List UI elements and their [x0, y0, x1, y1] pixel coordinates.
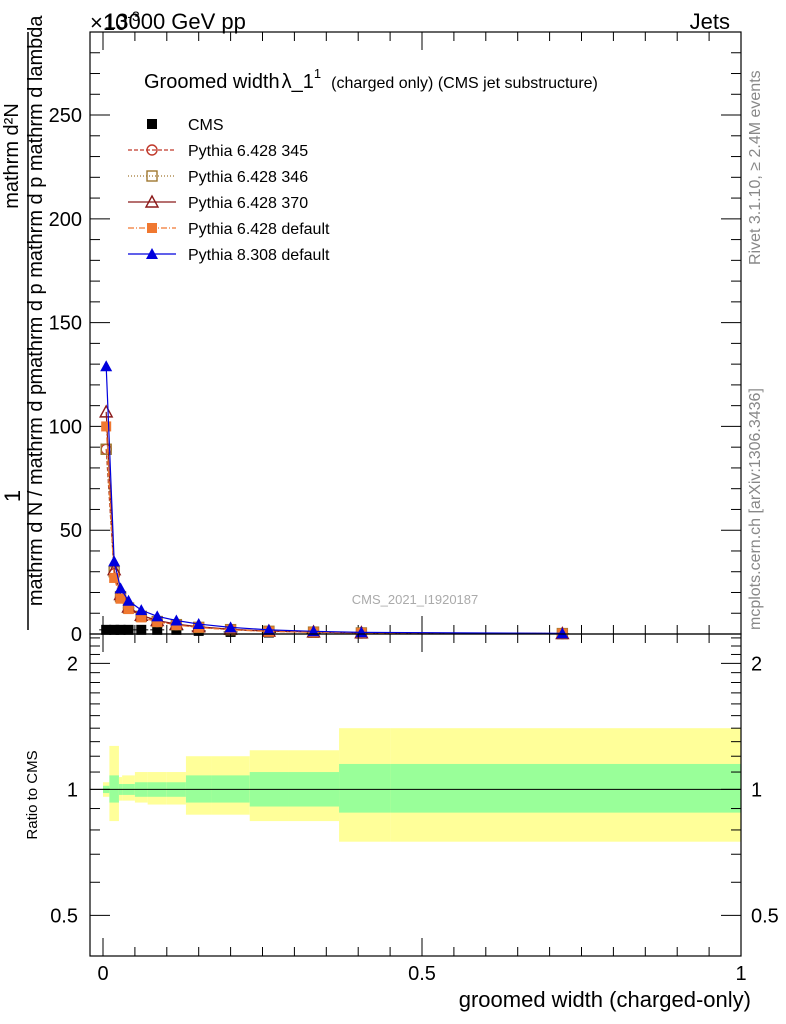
ratio-y-tick-label-left: 0.5	[50, 905, 78, 927]
series-point	[114, 582, 127, 594]
exponent-power: -3	[127, 8, 140, 24]
x-tick-labels: 0 0.5 1	[97, 963, 746, 985]
analysis-watermark: CMS_2021_I1920187	[352, 592, 479, 607]
series-point	[192, 618, 205, 630]
legend-item: Pythia 6.428 346	[128, 169, 308, 186]
series-point	[556, 627, 569, 639]
x-tick-label: 0.5	[408, 963, 436, 985]
legend-label: Pythia 6.428 346	[188, 169, 308, 186]
series-point	[109, 572, 120, 583]
ylabel-numerator-1: 1	[0, 490, 25, 502]
exponent-label: ×10-3	[90, 8, 140, 35]
series-point	[136, 612, 147, 623]
series-point	[151, 610, 164, 622]
y-tick-label: 150	[49, 313, 82, 335]
legend-label: Pythia 8.308 default	[188, 247, 330, 264]
series-point	[101, 421, 112, 432]
series-line	[105, 449, 563, 635]
ylabel-numerator-2: mathrm d²N	[1, 103, 23, 209]
legend: CMS Pythia 6.428 345 Pythia 6.428 346 Pythi…	[128, 117, 330, 264]
main-y-axis-label: 1 mathrm d N / mathrm d p mathrm d²N mat…	[0, 15, 47, 630]
series-4	[101, 421, 568, 639]
ratio-axis-ticks	[90, 634, 742, 956]
chart-title: Groomed width λ_11(charged only) (CMS jet…	[144, 66, 598, 93]
rivet-label: Rivet 3.1.10, ≥ 2.4M events	[747, 70, 764, 265]
series-line	[105, 411, 563, 635]
legend-marker	[144, 194, 160, 208]
legend-marker	[147, 223, 157, 233]
series-2	[100, 443, 569, 640]
series-line	[105, 366, 563, 634]
x-tick-label: 0	[97, 963, 108, 985]
legend-label: CMS	[188, 117, 224, 134]
y-tick-label: 250	[49, 105, 82, 127]
ratio-bands	[103, 728, 741, 842]
legend-item: Pythia 6.428 default	[128, 221, 330, 238]
data-point	[136, 624, 147, 635]
series-line	[105, 449, 563, 635]
ratio-y-tick-label-right: 1	[751, 779, 762, 801]
ratio-plot-frame	[89, 633, 742, 957]
data-point	[152, 624, 163, 635]
series-point	[122, 594, 135, 606]
legend-item: Pythia 8.308 default	[128, 247, 330, 264]
series-point	[262, 623, 275, 635]
series-point	[170, 614, 183, 626]
y-tick-label: 100	[49, 416, 82, 438]
legend-label: Pythia 6.428 370	[188, 195, 308, 212]
ratio-y-tick-labels: 0.5 0.5 1 1 2 2	[50, 653, 779, 927]
ratio-y-tick-label-left: 1	[67, 779, 78, 801]
legend-item: CMS	[147, 117, 224, 134]
main-y-tick-labels: 0 50 100 150 200 250	[49, 105, 82, 646]
ratio-y-axis-label: Ratio to CMS	[24, 750, 41, 839]
data-point	[123, 624, 134, 635]
legend-label: Pythia 6.428 345	[188, 143, 308, 160]
x-tick-label: 1	[735, 963, 746, 985]
ratio-y-tick-label-left: 2	[67, 653, 78, 675]
series-1	[100, 443, 569, 640]
series-point	[99, 404, 114, 418]
series-point	[115, 593, 126, 604]
series-line	[105, 426, 563, 635]
series-point	[123, 604, 134, 615]
series-5	[100, 360, 569, 639]
series-point	[100, 443, 112, 455]
ylabel-denominator-1: mathrm d N / mathrm d p	[25, 384, 47, 606]
series-layer	[99, 360, 570, 640]
series-point	[224, 621, 237, 633]
series-point	[100, 360, 113, 372]
ratio-inner-band	[339, 763, 391, 813]
legend-label: Pythia 6.428 default	[188, 221, 330, 238]
ratio-y-tick-label-right: 0.5	[751, 905, 779, 927]
ratio-inner-band	[390, 763, 741, 813]
legend-marker	[147, 119, 157, 129]
process-label: Jets	[690, 9, 730, 34]
y-tick-label: 0	[71, 624, 82, 646]
y-tick-label: 50	[60, 520, 82, 542]
series-3	[99, 404, 570, 640]
energy-label: 13000 GeV pp	[104, 9, 246, 34]
legend-marker	[146, 248, 158, 259]
y-tick-label: 200	[49, 209, 82, 231]
series-point	[152, 616, 163, 627]
mcplots-label: mcplots.cern.ch [arXiv:1306.3436]	[747, 388, 764, 630]
ratio-y-tick-label-right: 2	[751, 653, 762, 675]
legend-item: Pythia 6.428 370	[128, 194, 308, 212]
ylabel-denominator-2: mathrm d p mathrm d p mathrm d lambda	[25, 15, 47, 385]
legend-item: Pythia 6.428 345	[128, 143, 308, 160]
data-point	[101, 624, 112, 635]
legend-marker	[146, 170, 158, 182]
legend-marker	[146, 144, 158, 156]
series-point	[135, 604, 148, 616]
series-point	[108, 555, 121, 567]
data-point	[115, 624, 126, 635]
x-axis-label: groomed width (charged-only)	[459, 987, 751, 1012]
